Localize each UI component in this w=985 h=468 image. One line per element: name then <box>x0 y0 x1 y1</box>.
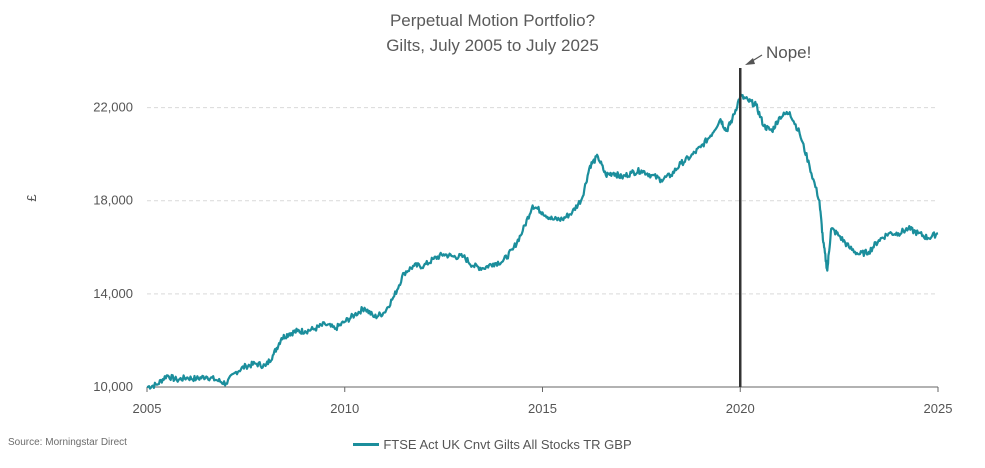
x-tick-label: 2025 <box>924 401 953 416</box>
x-tick-label: 2005 <box>133 401 162 416</box>
series-layer <box>146 93 939 390</box>
legend-label: FTSE Act UK Cnvt Gilts All Stocks TR GBP <box>383 437 632 452</box>
series-line <box>146 93 939 390</box>
legend: FTSE Act UK Cnvt Gilts All Stocks TR GBP <box>0 437 985 452</box>
annotation-layer: Nope! <box>739 43 811 387</box>
x-tick-label: 2020 <box>726 401 755 416</box>
y-tick-label: 10,000 <box>93 379 133 394</box>
x-tick-label: 2015 <box>528 401 557 416</box>
chart-title-line-2: Gilts, July 2005 to July 2025 <box>386 36 599 55</box>
x-tick-label: 2010 <box>330 401 359 416</box>
grid-lines <box>147 107 938 295</box>
axes: 10,000 14,000 18,000 22,000 2005 2010 2015 2020… <box>93 100 952 416</box>
annotation-arrowhead <box>745 58 755 65</box>
annotation-label: Nope! <box>766 43 811 62</box>
legend-swatch <box>353 443 380 447</box>
y-axis-label: £ <box>24 194 39 202</box>
chart-title-line-1: Perpetual Motion Portfolio? <box>389 11 596 30</box>
y-tick-label: 18,000 <box>93 193 133 208</box>
y-tick-label: 14,000 <box>93 286 133 301</box>
y-tick-label: 22,000 <box>93 100 133 115</box>
source-note: Source: Morningstar Direct <box>8 437 127 448</box>
